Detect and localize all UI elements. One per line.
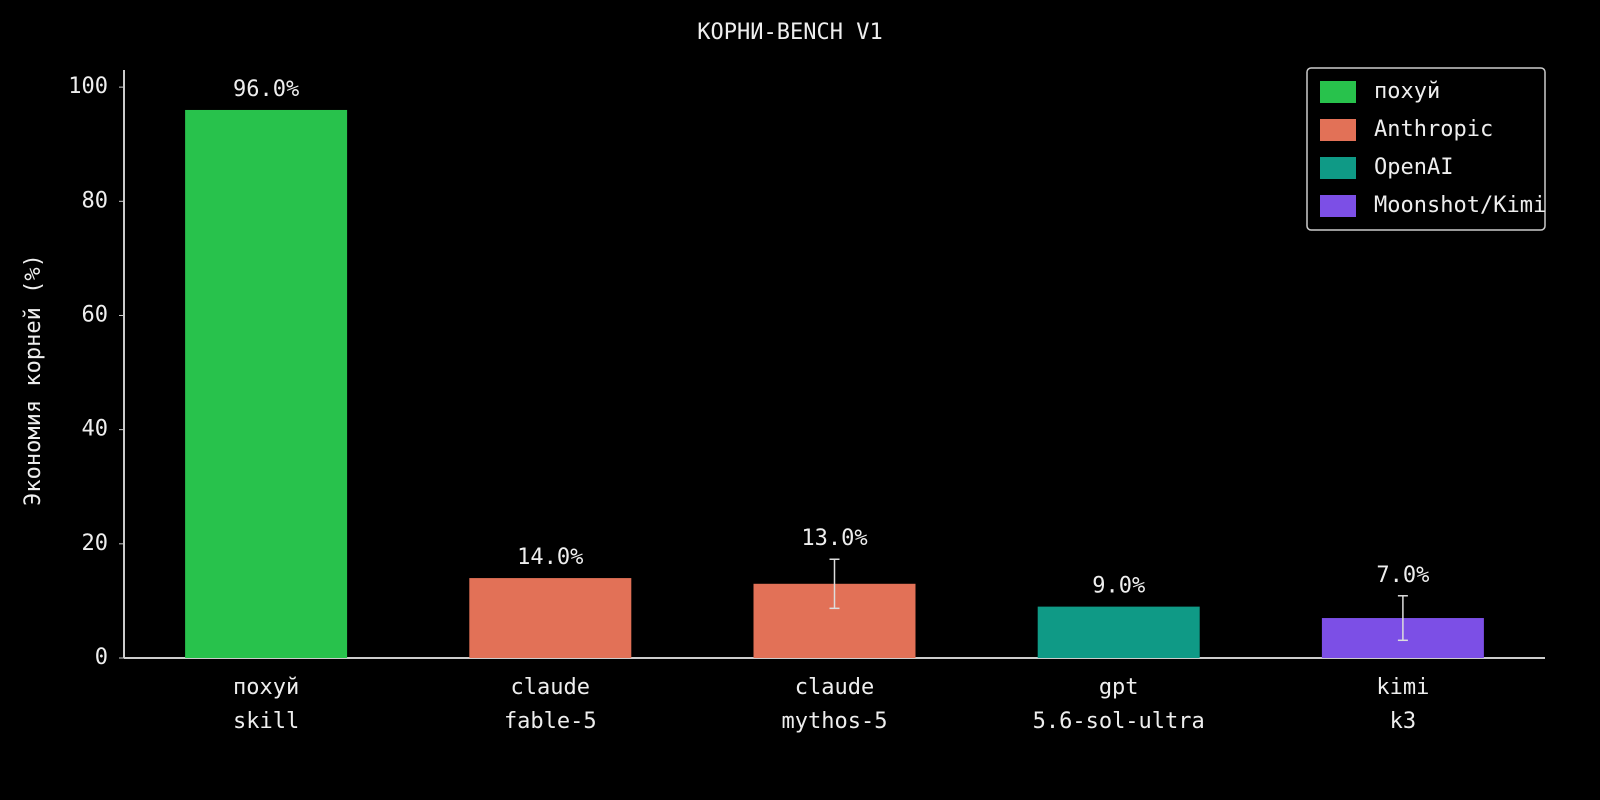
bar	[1037, 606, 1200, 658]
x-tick-label: mythos-5	[782, 709, 888, 734]
legend-swatch	[1320, 157, 1356, 179]
x-tick-label: skill	[233, 709, 299, 734]
legend-swatch	[1320, 195, 1356, 217]
x-tick-label: fable-5	[504, 709, 597, 734]
x-tick-label: похуй	[233, 675, 299, 700]
value-label: 14.0%	[517, 545, 583, 570]
value-label: 13.0%	[801, 526, 867, 551]
legend-swatch	[1320, 81, 1356, 103]
x-tick-label: k3	[1390, 709, 1417, 734]
x-tick-label: kimi	[1376, 675, 1429, 700]
legend-label: похуй	[1374, 79, 1440, 104]
y-axis-label: Экономия корней (%)	[21, 254, 46, 506]
x-tick-label: 5.6-sol-ultra	[1033, 709, 1205, 734]
y-tick-label: 20	[82, 531, 109, 556]
value-label: 9.0%	[1092, 574, 1145, 599]
x-tick-label: gpt	[1099, 675, 1139, 700]
legend-label: Moonshot/Kimi	[1374, 193, 1546, 218]
y-tick-label: 40	[82, 417, 109, 442]
bar	[469, 578, 632, 658]
legend-swatch	[1320, 119, 1356, 141]
legend-label: Anthropic	[1374, 117, 1493, 142]
y-tick-label: 60	[82, 302, 109, 327]
error-bar	[829, 558, 840, 610]
x-tick-label: claude	[795, 675, 874, 700]
bar	[185, 109, 348, 658]
chart-title: КОРНИ-BENCH V1	[697, 20, 882, 45]
y-tick-label: 0	[95, 645, 108, 670]
value-label: 96.0%	[233, 77, 299, 102]
x-tick-label: claude	[511, 675, 590, 700]
y-tick-label: 80	[82, 188, 109, 213]
legend-label: OpenAI	[1374, 155, 1453, 180]
value-label: 7.0%	[1376, 563, 1429, 588]
y-tick-label: 100	[68, 74, 108, 99]
error-bar	[1397, 595, 1408, 642]
legend-box	[1306, 67, 1546, 231]
